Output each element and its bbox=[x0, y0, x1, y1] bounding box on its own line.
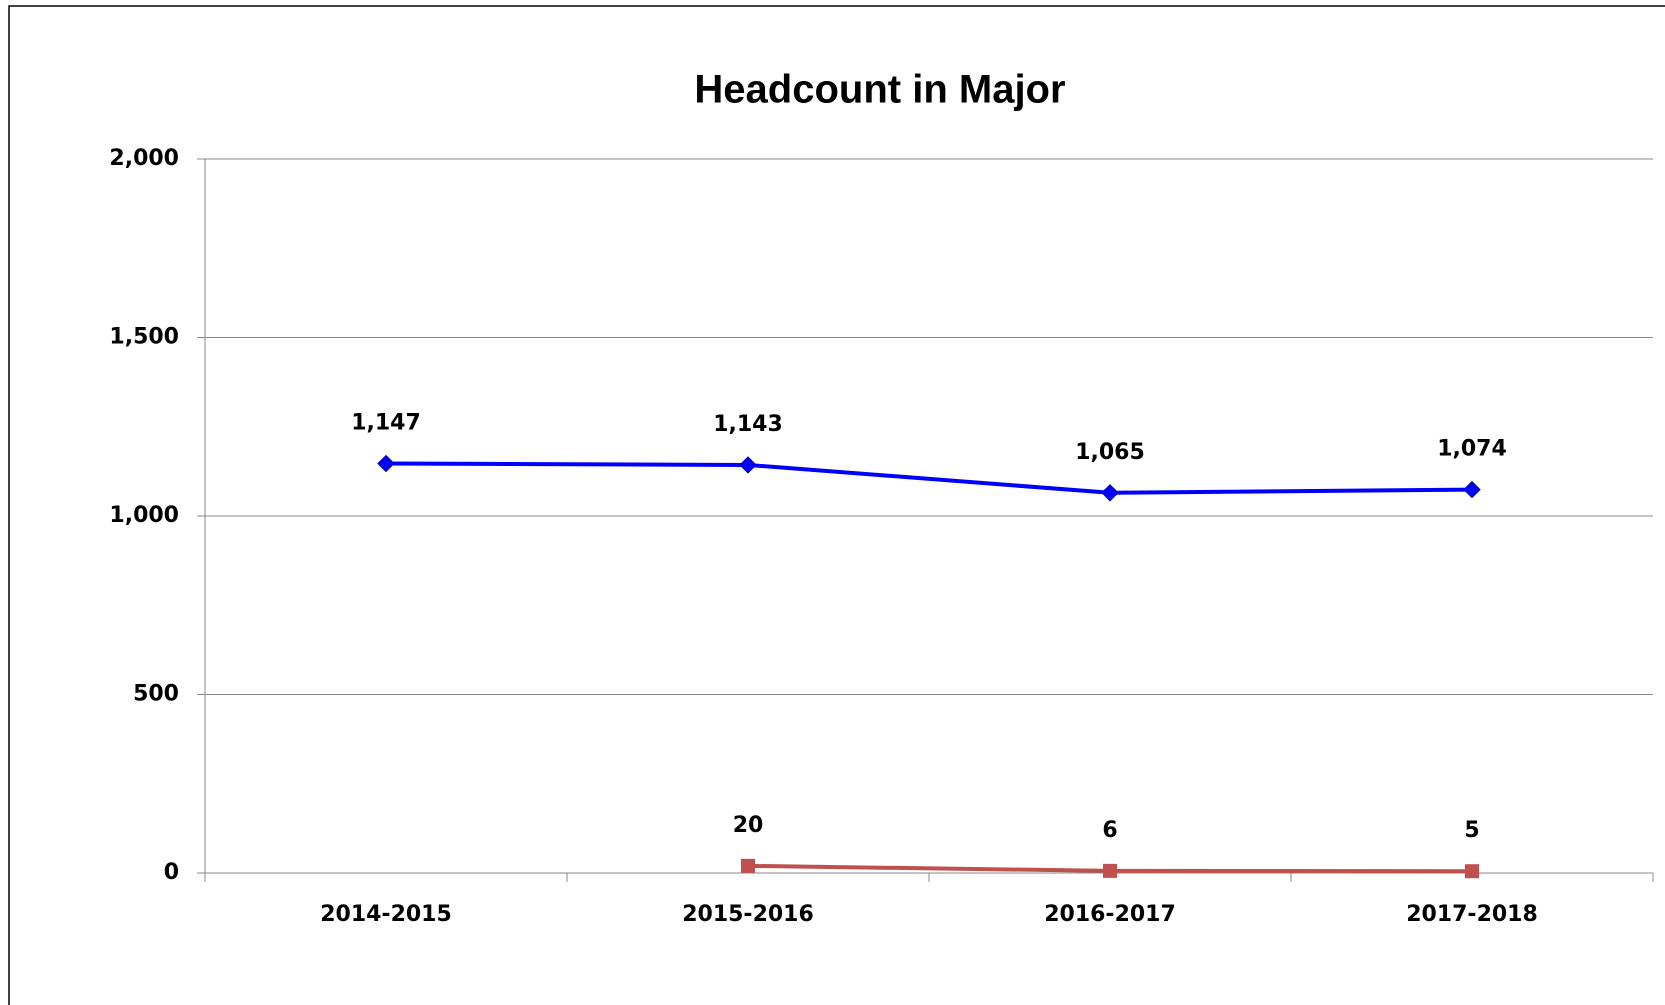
y-tick-label: 1,000 bbox=[109, 503, 179, 528]
x-tick-label: 2014-2015 bbox=[320, 902, 452, 927]
data-label: 1,074 bbox=[1437, 437, 1507, 462]
marker bbox=[1465, 864, 1479, 879]
data-label: 5 bbox=[1464, 818, 1479, 843]
marker bbox=[1103, 863, 1117, 878]
data-label: 1,143 bbox=[713, 412, 783, 437]
x-tick-label: 2015-2016 bbox=[682, 902, 814, 927]
marker bbox=[741, 858, 755, 873]
y-tick-label: 1,500 bbox=[109, 325, 179, 350]
y-tick-label: 2,000 bbox=[109, 146, 179, 171]
y-tick-label: 0 bbox=[164, 860, 179, 885]
marker bbox=[739, 456, 757, 474]
x-tick-label: 2016-2017 bbox=[1044, 902, 1176, 927]
data-label: 6 bbox=[1102, 818, 1117, 843]
data-label: 1,065 bbox=[1075, 440, 1145, 465]
marker bbox=[377, 454, 395, 473]
marker bbox=[1101, 484, 1119, 502]
chart-title: Headcount in Major bbox=[694, 68, 1065, 112]
x-tick-label: 2017-2018 bbox=[1406, 902, 1538, 927]
marker bbox=[1463, 480, 1481, 499]
data-label: 20 bbox=[733, 813, 764, 838]
chart-border bbox=[8, 5, 1665, 1005]
series-line bbox=[385, 461, 1473, 495]
data-label: 1,147 bbox=[351, 411, 421, 436]
y-tick-label: 500 bbox=[133, 682, 179, 707]
